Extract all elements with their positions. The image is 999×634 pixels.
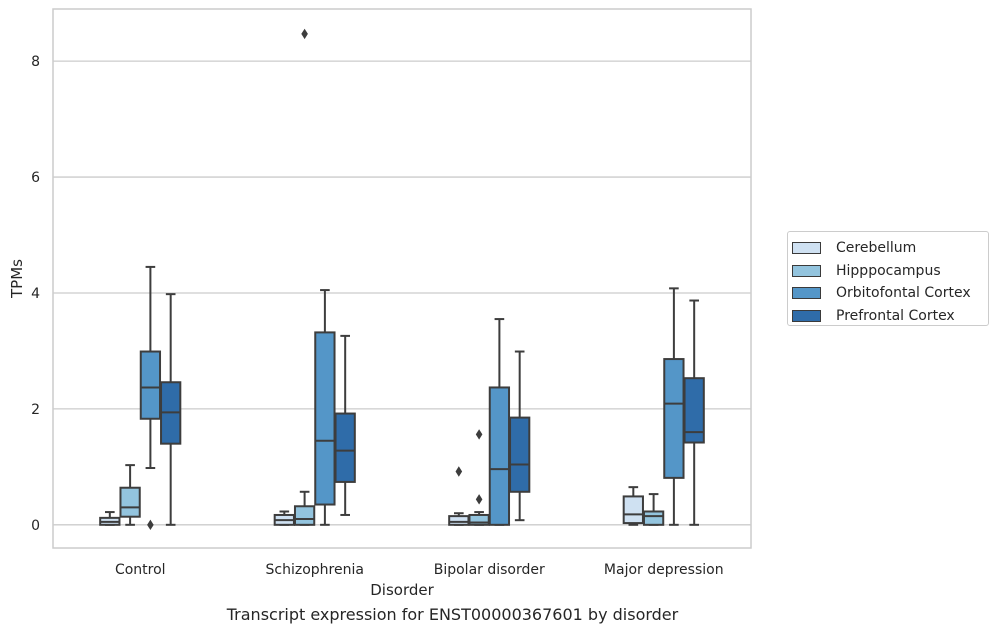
legend-label: Cerebellum bbox=[836, 240, 917, 257]
box-iqr bbox=[448, 515, 470, 526]
x-tick-label: Major depression bbox=[604, 562, 724, 578]
box-iqr bbox=[488, 386, 511, 526]
box-element bbox=[99, 511, 121, 526]
box-iqr bbox=[683, 377, 705, 444]
legend-label: Prefrontal Cortex bbox=[836, 307, 955, 324]
chart-caption: Transcript expression for ENST0000036760… bbox=[226, 605, 679, 624]
outlier-point bbox=[475, 494, 483, 505]
box-element bbox=[448, 466, 470, 526]
legend: Cerebellum Hipppocampus Orbitofontal Corte… bbox=[787, 231, 989, 326]
box-element bbox=[509, 350, 531, 522]
box-element bbox=[314, 289, 336, 526]
y-tick-label: 0 bbox=[31, 518, 40, 534]
grid-lines bbox=[53, 60, 751, 526]
y-tick-label: 4 bbox=[31, 286, 40, 302]
legend-item: Cerebellum bbox=[792, 237, 988, 260]
outlier-point bbox=[455, 466, 463, 477]
box-element bbox=[119, 464, 141, 526]
box-iqr bbox=[119, 486, 141, 518]
box-iqr bbox=[293, 505, 316, 526]
box-element bbox=[293, 28, 316, 526]
box-element bbox=[160, 293, 182, 526]
legend-label: Orbitofontal Cortex bbox=[836, 285, 971, 302]
box-element bbox=[488, 318, 511, 526]
box-element bbox=[622, 486, 644, 526]
legend-swatch bbox=[792, 309, 821, 322]
y-tick-label: 2 bbox=[31, 402, 40, 418]
legend-item: Orbitofontal Cortex bbox=[792, 282, 988, 305]
tick-labels: 0 2 4 6 8 Control Schizophrenia Bipolar disorde… bbox=[31, 54, 724, 578]
y-axis-label: TPMs bbox=[8, 259, 26, 299]
box-element bbox=[273, 510, 295, 526]
x-tick-label: Control bbox=[115, 562, 166, 578]
legend-item: Hipppocampus bbox=[792, 260, 988, 283]
outlier-point bbox=[301, 28, 308, 40]
x-tick-label: Schizophrenia bbox=[266, 562, 364, 578]
box-element bbox=[468, 429, 490, 526]
x-tick-label: Bipolar disorder bbox=[434, 562, 545, 578]
box-element bbox=[642, 493, 665, 526]
outlier-point bbox=[147, 519, 154, 531]
box-element bbox=[663, 287, 685, 526]
legend-swatch bbox=[792, 242, 821, 255]
y-tick-label: 8 bbox=[31, 54, 40, 70]
outlier-point bbox=[475, 429, 483, 440]
box-element bbox=[139, 265, 162, 531]
box-iqr bbox=[509, 416, 531, 493]
x-axis-label: Disorder bbox=[370, 581, 434, 599]
box-iqr bbox=[663, 358, 685, 479]
legend-label: Hipppocampus bbox=[836, 262, 941, 279]
box-iqr bbox=[622, 495, 644, 525]
box-iqr bbox=[468, 513, 490, 526]
box-iqr bbox=[314, 331, 336, 506]
y-tick-label: 6 bbox=[31, 170, 40, 186]
legend-swatch bbox=[792, 264, 821, 277]
box-iqr bbox=[139, 350, 162, 420]
legend-swatch bbox=[792, 287, 821, 300]
legend-item: Prefrontal Cortex bbox=[792, 305, 988, 328]
box-iqr bbox=[642, 510, 665, 526]
box-element bbox=[334, 334, 356, 516]
plot-frame bbox=[52, 8, 752, 549]
boxes bbox=[99, 28, 705, 531]
box-iqr bbox=[334, 412, 356, 483]
box-element bbox=[683, 299, 705, 526]
